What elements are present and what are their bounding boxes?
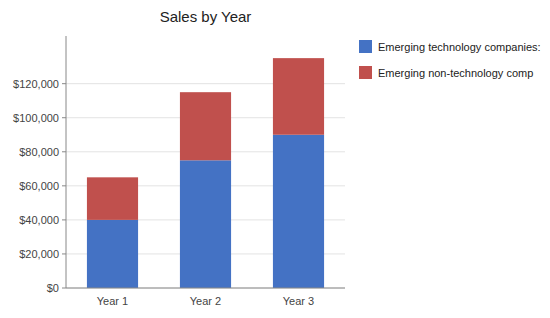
- bar: [273, 58, 324, 135]
- y-tick-label: $80,000: [19, 146, 59, 158]
- y-tick: [62, 117, 66, 118]
- legend-swatch: [359, 40, 372, 53]
- bar: [273, 135, 324, 288]
- x-axis: [66, 288, 345, 289]
- bar: [87, 220, 138, 288]
- x-tick-label: Year 2: [190, 295, 221, 307]
- legend: Emerging technology companies: Emerging n…: [359, 40, 541, 79]
- y-tick: [62, 185, 66, 186]
- bar: [180, 92, 231, 160]
- legend-label: Emerging technology companies:: [378, 41, 541, 53]
- legend-label: Emerging non-technology comp: [378, 67, 533, 79]
- y-tick-label: $100,000: [13, 112, 59, 124]
- y-tick-label: $40,000: [19, 214, 59, 226]
- y-tick: [62, 151, 66, 152]
- bar: [87, 177, 138, 220]
- y-tick-label: $20,000: [19, 248, 59, 260]
- y-tick: [62, 83, 66, 84]
- x-tick-label: Year 3: [283, 295, 314, 307]
- y-tick-label: $0: [47, 282, 59, 294]
- y-tick-label: $60,000: [19, 180, 59, 192]
- grid-line: [66, 288, 345, 289]
- x-tick-label: Year 1: [97, 295, 128, 307]
- chart: Sales by Year $0 $20,000 $40,000 $60,000 $80,…: [0, 0, 550, 318]
- title: Sales by Year: [160, 8, 252, 25]
- legend-swatch: [359, 66, 372, 79]
- y-tick-label: $120,000: [13, 78, 59, 90]
- y-axis: [66, 36, 67, 288]
- bars: [87, 58, 324, 288]
- y-tick: [62, 253, 66, 254]
- y-tick: [62, 288, 66, 289]
- y-tick: [62, 219, 66, 220]
- bar: [180, 160, 231, 288]
